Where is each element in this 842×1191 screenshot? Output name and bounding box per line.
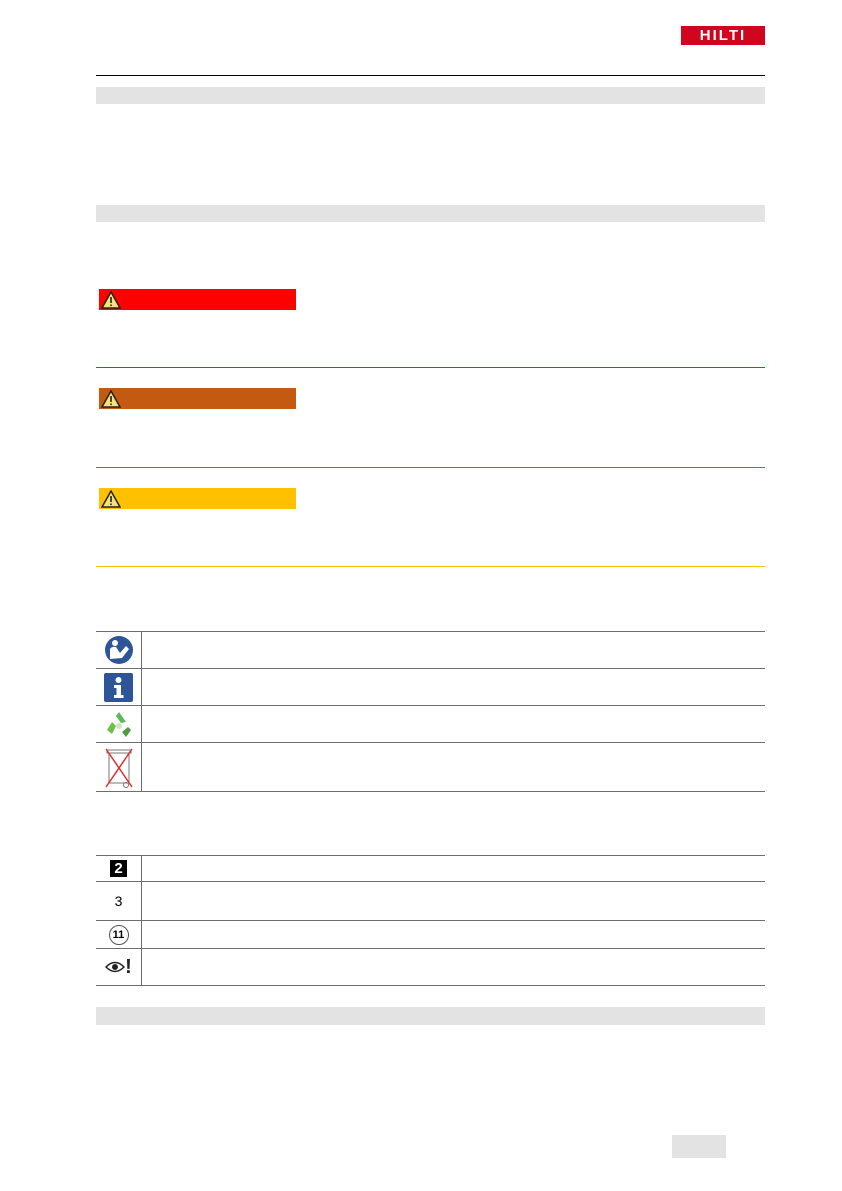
- danger-signal-label: [99, 289, 296, 310]
- recycle-icon: [106, 712, 131, 737]
- table-row: [96, 669, 765, 706]
- section-heading-bar: [96, 205, 765, 222]
- hilti-logo: HILTI: [681, 26, 765, 45]
- exclamation-mark: !: [125, 955, 132, 978]
- plain-number: 3: [114, 893, 123, 909]
- table-row: 11: [96, 921, 765, 949]
- logo-text: HILTI: [699, 27, 747, 44]
- table-row: [96, 632, 765, 669]
- crossed-bin-icon: [104, 748, 133, 788]
- section-heading-bar: [96, 1007, 765, 1025]
- caution-signal-label: [99, 488, 296, 509]
- warning-triangle-icon: [101, 290, 121, 309]
- symbols-table: [96, 631, 765, 792]
- warning-separator: [96, 467, 765, 468]
- warning-signal-label: [99, 388, 296, 409]
- illustration-symbols-table: 2 3 11 !: [96, 855, 765, 986]
- circled-number: 11: [108, 924, 129, 945]
- boxed-number: 2: [110, 860, 127, 877]
- table-row: [96, 706, 765, 743]
- warning-triangle-icon: [101, 489, 121, 508]
- warning-triangle-icon: [101, 389, 121, 408]
- header-rule: [96, 75, 765, 76]
- danger-separator: [96, 367, 765, 368]
- page-number-box: [672, 1135, 726, 1158]
- table-row: 3: [96, 882, 765, 921]
- info-icon: [104, 672, 133, 702]
- table-row: [96, 743, 765, 792]
- section-heading-bar: [96, 87, 765, 104]
- read-manual-icon: [104, 636, 133, 664]
- table-row: !: [96, 949, 765, 986]
- caution-separator: [96, 566, 765, 567]
- eye-exclamation-icon: [105, 961, 126, 973]
- table-row: 2: [96, 856, 765, 882]
